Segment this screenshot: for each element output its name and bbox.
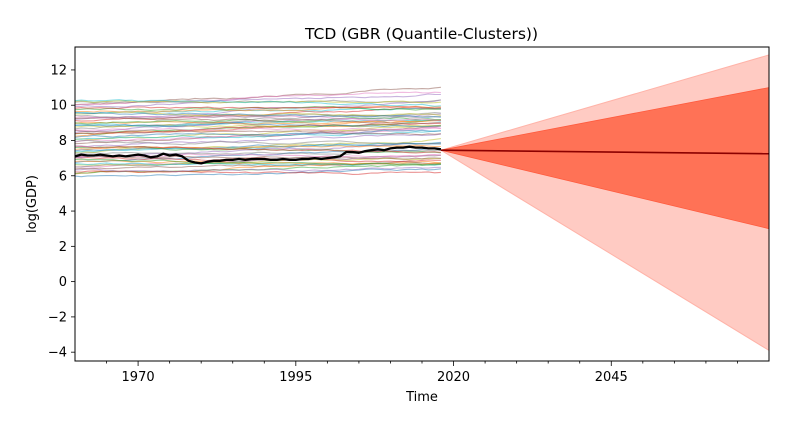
cluster-series-line	[74, 129, 441, 138]
x-tick-label: 1970	[122, 370, 155, 385]
cluster-series-line	[74, 111, 441, 118]
x-axis: 1970 1995 2020 2045	[106, 361, 738, 385]
cluster-series-line	[74, 99, 441, 107]
x-tick-label: 2045	[595, 370, 628, 385]
cluster-series-line	[74, 122, 441, 135]
cluster-series-line	[74, 126, 441, 131]
cluster-series-line	[74, 166, 441, 173]
y-tick-label: 6	[59, 169, 67, 184]
cluster-series-line	[74, 106, 441, 110]
y-tick-label: −2	[48, 310, 67, 325]
x-axis-title: Time	[405, 390, 438, 405]
y-tick-label: 12	[50, 63, 67, 78]
y-tick-label: 8	[59, 134, 67, 149]
cluster-series-line	[74, 116, 441, 125]
cluster-series-line	[74, 122, 441, 128]
y-axis-title: log(GDP)	[25, 175, 40, 233]
cluster-series-line	[74, 91, 441, 106]
forecast-bands-group	[439, 54, 770, 352]
forecast-median-line	[440, 149, 770, 155]
cluster-series-line	[74, 153, 441, 158]
cluster-series-line	[75, 105, 441, 113]
y-tick-label: −4	[48, 346, 67, 361]
cluster-lines-group	[74, 86, 442, 178]
y-tick-label: 2	[59, 240, 67, 255]
target-series-line	[74, 145, 442, 165]
cluster-series-line	[74, 168, 441, 178]
cluster-series-line	[74, 133, 441, 148]
y-axis: −4 −2 0 2 4 6 8 10 12	[48, 63, 75, 361]
cluster-series-line	[74, 139, 441, 146]
target-series-group	[74, 145, 442, 165]
cluster-series-line	[74, 119, 441, 125]
cluster-series-line	[74, 145, 441, 151]
cluster-series-line	[74, 145, 441, 154]
cluster-series-line	[74, 129, 441, 136]
y-tick-label: 10	[50, 99, 67, 114]
chart-title: TCD (GBR (Quantile-Clusters))	[304, 25, 538, 43]
x-tick-label: 1995	[279, 370, 312, 385]
cluster-series-line	[74, 93, 441, 108]
x-tick-label: 2020	[437, 370, 470, 385]
cluster-series-line	[74, 158, 441, 166]
cluster-series-line	[74, 170, 441, 175]
y-tick-label: 4	[59, 205, 67, 220]
y-tick-label: 0	[59, 275, 67, 290]
cluster-series-line	[74, 155, 441, 160]
cluster-series-line	[74, 142, 441, 152]
forecast-median-group	[440, 149, 770, 155]
